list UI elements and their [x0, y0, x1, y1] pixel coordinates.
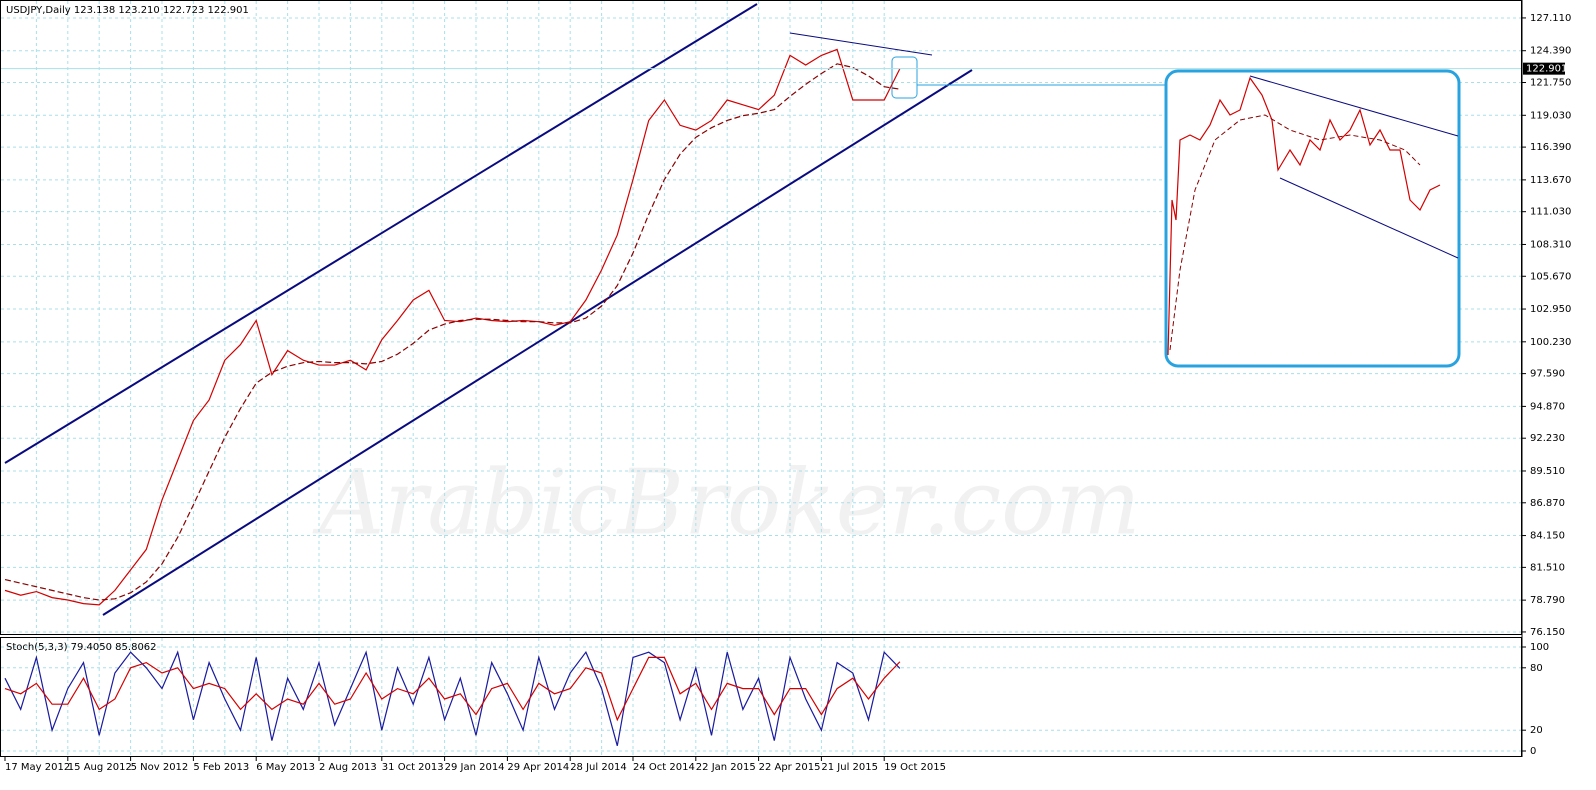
- series-line: [4, 650, 901, 746]
- y-tick-label: 86.870: [1530, 498, 1565, 509]
- trend-line: [789, 32, 933, 56]
- y-tick-label: 84.150: [1530, 531, 1565, 542]
- x-tick-label: 2 Aug 2013: [319, 762, 377, 773]
- y-tick-label: 78.790: [1530, 595, 1565, 606]
- stoch-title: Stoch(5,3,3) 79.4050 85.8062: [6, 642, 157, 653]
- y-tick-label: 108.310: [1530, 239, 1571, 250]
- inset-trend: [1279, 177, 1459, 259]
- zoom-box: [891, 56, 918, 99]
- y-tick-label: 89.510: [1530, 466, 1565, 477]
- y-tick-label: 124.390: [1530, 46, 1571, 57]
- series-line: [4, 63, 900, 601]
- inset-trend: [1249, 75, 1459, 137]
- last-price-label: 122.901: [1526, 64, 1567, 75]
- y-tick-label: 94.870: [1530, 401, 1565, 412]
- y-tick-label: 80: [1530, 663, 1543, 674]
- y-tick-label: 105.670: [1530, 271, 1571, 282]
- x-tick-label: 5 Nov 2012: [131, 762, 189, 773]
- x-tick-label: 15 Aug 2012: [68, 762, 132, 773]
- y-tick-label: 100.230: [1530, 337, 1571, 348]
- y-tick-label: 102.950: [1530, 304, 1571, 315]
- x-tick-label: 21 Jul 2015: [821, 762, 878, 773]
- x-tick-label: 5 Feb 2013: [193, 762, 249, 773]
- y-tick-label: 100: [1530, 642, 1549, 653]
- channel-upper: [4, 3, 758, 464]
- y-tick-label: 121.750: [1530, 78, 1571, 89]
- watermark: ArabicBroker.com: [312, 450, 1140, 555]
- x-tick-label: 29 Jan 2014: [445, 762, 505, 773]
- x-tick-label: 29 Apr 2014: [507, 762, 569, 773]
- x-tick-label: 17 May 2012: [5, 762, 70, 773]
- x-tick-label: 22 Apr 2015: [759, 762, 821, 773]
- inset-price: [1167, 76, 1441, 356]
- x-tick-label: 28 Jul 2014: [570, 762, 627, 773]
- y-tick-label: 0: [1530, 746, 1536, 757]
- series-line: [4, 48, 901, 606]
- y-tick-label: 111.030: [1530, 207, 1571, 218]
- y-tick-label: 97.590: [1530, 369, 1565, 380]
- inset-ma: [1169, 114, 1421, 351]
- inset: [1164, 69, 1461, 368]
- channel-lower: [102, 69, 973, 616]
- inset-frame: [1164, 69, 1461, 368]
- stoch-panel: [0, 637, 1522, 757]
- chart-title: USDJPY,Daily 123.138 123.210 122.723 122…: [6, 5, 249, 16]
- x-tick-label: 31 Oct 2013: [382, 762, 444, 773]
- y-tick-label: 113.670: [1530, 175, 1571, 186]
- x-tick-label: 22 Jan 2015: [696, 762, 756, 773]
- last-price-box: [1523, 62, 1565, 75]
- x-tick-label: 6 May 2013: [256, 762, 315, 773]
- y-tick-label: 127.110: [1530, 13, 1571, 24]
- y-tick-label: 81.510: [1530, 562, 1565, 573]
- x-tick-label: 24 Oct 2014: [633, 762, 695, 773]
- y-tick-label: 119.030: [1530, 110, 1571, 121]
- y-tick-label: 92.230: [1530, 433, 1565, 444]
- y-tick-label: 20: [1530, 725, 1543, 736]
- series-line: [4, 656, 901, 722]
- y-tick-label: 76.150: [1530, 627, 1565, 638]
- x-tick-label: 19 Oct 2015: [884, 762, 946, 773]
- y-tick-label: 116.390: [1530, 142, 1571, 153]
